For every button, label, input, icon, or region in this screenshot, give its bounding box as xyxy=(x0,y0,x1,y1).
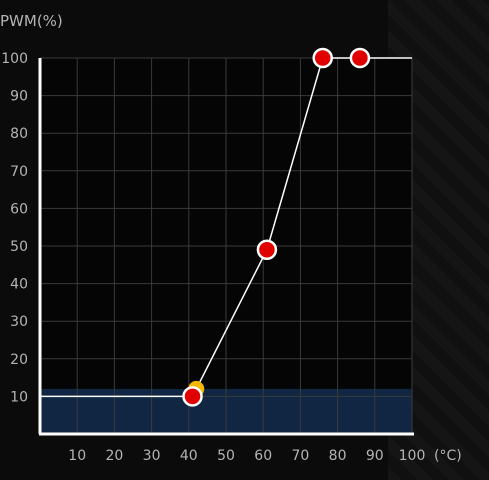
y-tick-label: 50 xyxy=(10,239,28,255)
y-tick-label: 60 xyxy=(10,201,28,217)
x-axis-label: (°C) xyxy=(434,448,462,464)
x-tick-label: 30 xyxy=(143,448,161,464)
y-tick-label: 20 xyxy=(10,352,28,368)
y-tick-labels: 10 20 30 40 50 60 70 80 90 100 xyxy=(1,51,28,405)
x-tick-labels: 10 20 30 40 50 60 70 80 90 100 xyxy=(68,448,425,464)
y-axis-label: PWM(%) xyxy=(0,12,63,30)
x-tick-label: 100 xyxy=(399,448,426,464)
control-point-handle-2[interactable] xyxy=(256,239,278,261)
axes xyxy=(38,58,414,436)
x-tick-label: 40 xyxy=(180,448,198,464)
y-tick-label: 10 xyxy=(10,389,28,405)
control-point-handle-3[interactable] xyxy=(312,47,333,69)
x-tick-label: 90 xyxy=(366,448,384,464)
y-tick-label: 70 xyxy=(10,164,28,180)
y-tick-label: 80 xyxy=(10,126,28,142)
x-tick-label: 10 xyxy=(68,448,86,464)
y-tick-label: 90 xyxy=(10,89,28,105)
y-tick-label: 100 xyxy=(1,51,28,67)
x-tick-label: 70 xyxy=(291,448,309,464)
x-tick-label: 60 xyxy=(254,448,272,464)
y-tick-label: 40 xyxy=(10,277,28,293)
control-points[interactable] xyxy=(182,47,371,407)
x-tick-label: 50 xyxy=(217,448,235,464)
x-tick-label: 80 xyxy=(329,448,347,464)
control-point-handle-4[interactable] xyxy=(349,47,371,69)
y-tick-label: 30 xyxy=(10,314,28,330)
x-tick-label: 20 xyxy=(105,448,123,464)
control-point-handle-1[interactable] xyxy=(182,386,203,407)
